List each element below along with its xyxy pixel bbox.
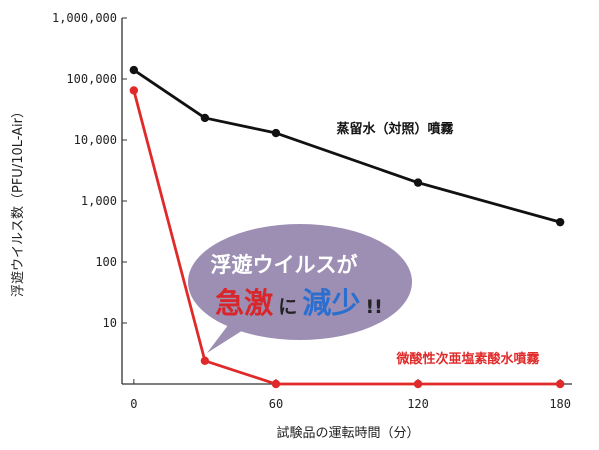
y-axis-title: 浮遊ウイルス数（PFU/10L-Air） — [11, 105, 26, 297]
y-tick-label: 1,000 — [81, 194, 117, 208]
x-tick-label: 0 — [130, 397, 137, 411]
data-point — [413, 379, 423, 389]
y-tick-label: 10 — [103, 316, 117, 330]
y-tick-label: 1,000,000 — [52, 11, 117, 25]
series-group — [129, 65, 565, 389]
series-control — [129, 65, 565, 227]
series-treated — [129, 86, 565, 389]
x-axis-title: 試験品の運転時間（分） — [276, 425, 419, 441]
callout-word-decrease: 減少 — [302, 286, 360, 320]
callout-word-sharp: 急激 — [215, 286, 273, 320]
data-point — [129, 65, 139, 75]
y-axis: 1,000,000 100,000 10,000 1,000 100 10 — [52, 11, 127, 384]
y-tick-label: 10,000 — [74, 133, 117, 147]
data-point — [555, 217, 565, 227]
data-point — [271, 379, 281, 389]
callout-bubble: 浮遊ウイルスが 急激 に 減少 !! — [188, 224, 412, 353]
data-point — [555, 379, 565, 389]
callout-body — [188, 224, 412, 340]
series-label-control: 蒸留水（対照）噴霧 — [336, 121, 454, 137]
x-tick-label: 60 — [269, 397, 283, 411]
series-line — [133, 68, 561, 224]
data-point — [413, 178, 423, 187]
callout-line2: 急激 に 減少 !! — [215, 286, 383, 320]
x-tick-label: 120 — [407, 397, 429, 411]
data-point — [200, 356, 210, 366]
data-point — [271, 128, 281, 138]
series-label-treated: 微酸性次亜塩素酸水噴霧 — [395, 351, 540, 367]
y-tick-label: 100 — [95, 255, 117, 269]
data-point — [129, 86, 139, 95]
x-tick-label: 180 — [549, 397, 571, 411]
callout-particle: に — [278, 296, 297, 318]
callout-line1: 浮遊ウイルスが — [211, 253, 358, 277]
callout-exclaim: !! — [365, 296, 382, 318]
y-tick-label: 100,000 — [66, 72, 117, 86]
data-point — [200, 113, 210, 123]
